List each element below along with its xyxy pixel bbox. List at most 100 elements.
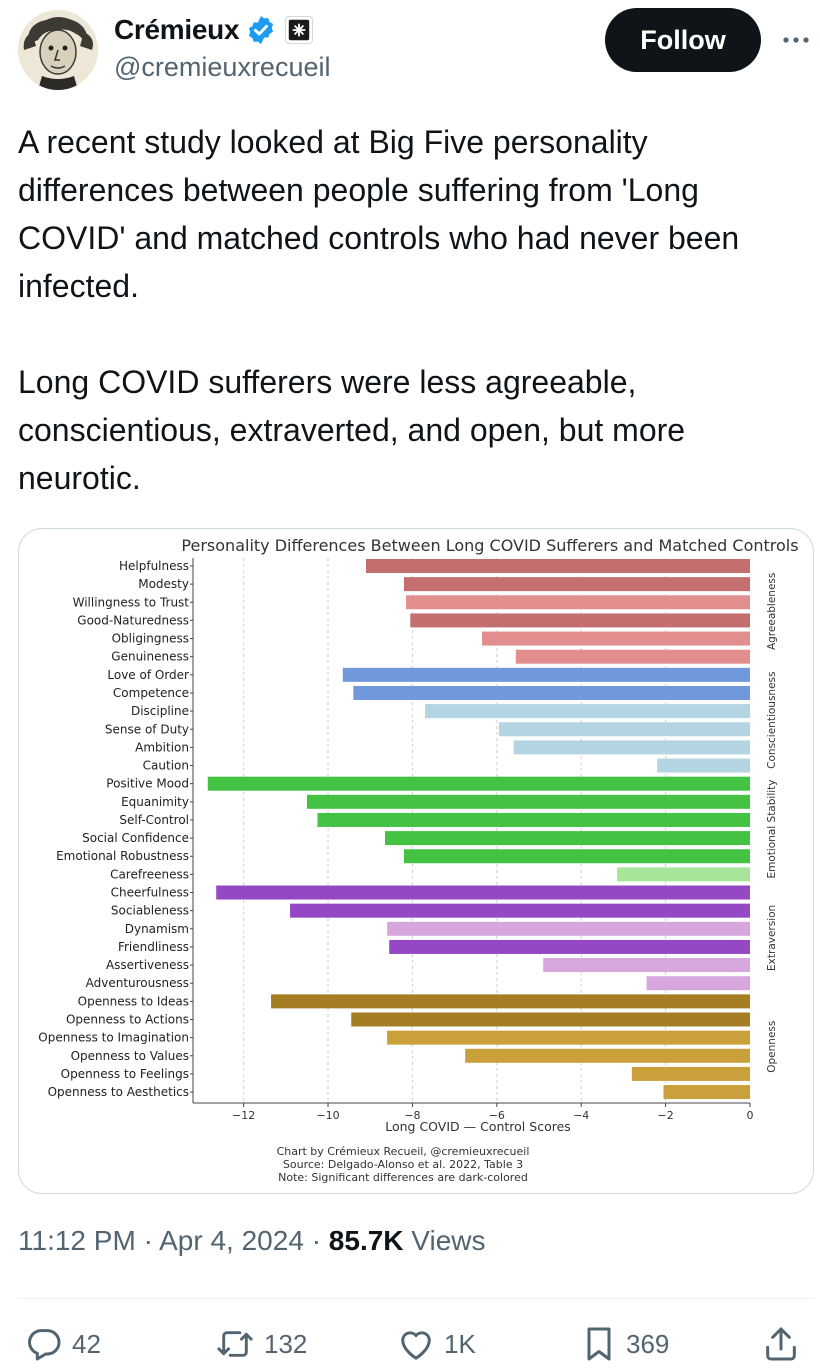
affiliation-badge-icon[interactable]	[285, 16, 314, 44]
y-tick-label: Self-Control	[119, 813, 189, 827]
y-tick-label: Cheerfulness	[111, 886, 189, 900]
chart-bar	[425, 704, 750, 719]
author-name-row[interactable]: Crémieux	[114, 12, 314, 48]
meta-separator: ·	[143, 1225, 160, 1256]
avatar-portrait-icon	[18, 10, 98, 90]
chart-bar	[207, 776, 751, 791]
y-tick-label: Ambition	[135, 740, 189, 754]
chart-bar	[387, 1030, 750, 1045]
chart-bar	[342, 667, 750, 682]
y-tick-label: Carefreeness	[110, 867, 189, 881]
author-handle[interactable]: @cremieuxrecueil	[114, 52, 331, 82]
tweet-meta: 11:12 PM · Apr 4, 2024 · 85.7K Views	[18, 1225, 485, 1257]
like-count: 1K	[444, 1328, 476, 1359]
y-tick-label: Openness to Feelings	[61, 1067, 189, 1081]
y-tick-label: Caution	[143, 759, 189, 773]
y-tick-label: Modesty	[138, 577, 189, 591]
x-tick-label: −2	[657, 1109, 673, 1122]
x-tick-label: −10	[316, 1109, 339, 1122]
tweet-date[interactable]: Apr 4, 2024	[159, 1225, 304, 1256]
heart-icon	[401, 1331, 431, 1360]
tweet-header: Crémieux @cremieuxrecueil Follow	[0, 0, 820, 100]
reply-count: 42	[72, 1328, 101, 1359]
share-icon	[766, 1327, 796, 1361]
bookmark-count: 369	[626, 1328, 670, 1359]
group-label: Emotional Stability	[766, 779, 778, 878]
chart-bar	[271, 994, 750, 1009]
y-tick-label: Competence	[113, 686, 189, 700]
chart-bar	[543, 958, 750, 973]
chart-bar	[351, 1012, 750, 1027]
tweet-paragraph: A recent study looked at Big Five person…	[18, 124, 740, 304]
chart-footnote: Source: Delgado-Alonso et al. 2022, Tabl…	[283, 1158, 523, 1171]
group-label: Extraversion	[766, 905, 778, 971]
y-tick-label: Genuineness	[111, 650, 189, 664]
y-tick-label: Obligingness	[112, 632, 189, 646]
chart-bar	[617, 867, 750, 882]
y-tick-label: Friendliness	[118, 940, 189, 954]
y-tick-label: Love of Order	[107, 668, 189, 682]
y-tick-label: Openness to Actions	[66, 1013, 189, 1027]
group-label: Openness	[766, 1021, 778, 1073]
bookmark-icon	[587, 1327, 611, 1361]
y-tick-label: Adventurousness	[86, 976, 189, 990]
share-button[interactable]	[762, 1320, 800, 1368]
action-bar: 42 132 1K 369	[0, 1320, 820, 1368]
y-tick-label: Helpfulness	[119, 559, 189, 573]
x-tick-label: −4	[573, 1109, 589, 1122]
chart-bar	[482, 631, 750, 646]
bookmark-button[interactable]: 369	[580, 1320, 669, 1368]
tweet-media-chart[interactable]: Personality Differences Between Long COV…	[18, 528, 814, 1194]
chart-bar	[513, 740, 750, 755]
chart-bar	[646, 976, 750, 991]
chart-bar	[389, 939, 750, 954]
chart-bar	[353, 685, 750, 700]
y-tick-label: Positive Mood	[106, 777, 189, 791]
divider	[18, 1298, 814, 1299]
y-tick-label: Willingness to Trust	[73, 595, 190, 609]
chart-bar	[366, 559, 750, 573]
chart-bar	[216, 885, 751, 900]
author-name[interactable]: Crémieux	[114, 14, 240, 45]
chart-bar	[387, 921, 750, 936]
x-axis-label: Long COVID — Control Scores	[385, 1119, 571, 1134]
chart-bar	[406, 595, 750, 610]
reply-icon	[28, 1329, 61, 1361]
y-tick-label: Openness to Imagination	[38, 1031, 189, 1045]
chart-bar	[657, 758, 750, 773]
more-options-icon[interactable]	[778, 26, 814, 54]
tweet-paragraph: Long COVID sufferers were less agreeable…	[18, 364, 686, 496]
views-count: 85.7K	[328, 1225, 404, 1256]
chart-bar	[663, 1085, 750, 1100]
chart-bar	[317, 812, 750, 827]
x-tick-label: −12	[232, 1109, 255, 1122]
reply-button[interactable]: 42	[24, 1320, 101, 1368]
chart-bar	[403, 849, 750, 864]
y-tick-label: Sense of Duty	[105, 722, 189, 736]
tweet-time[interactable]: 11:12 PM	[18, 1225, 136, 1256]
x-tick-label: −6	[489, 1109, 505, 1122]
verified-badge-icon	[249, 16, 274, 44]
follow-button[interactable]: Follow	[605, 8, 761, 72]
chart-title: Personality Differences Between Long COV…	[181, 536, 798, 555]
avatar[interactable]	[18, 10, 98, 90]
meta-separator: ·	[311, 1225, 329, 1256]
y-tick-label: Openness to Ideas	[78, 994, 189, 1008]
chart-bar	[498, 722, 750, 737]
chart-bar	[290, 903, 750, 918]
chart-bar	[306, 794, 750, 809]
y-tick-label: Discipline	[131, 704, 189, 718]
y-tick-label: Social Confidence	[82, 831, 189, 845]
y-tick-label: Assertiveness	[106, 958, 189, 972]
chart-bar	[515, 649, 750, 664]
y-tick-label: Dynamism	[125, 922, 189, 936]
x-tick-label: −8	[404, 1109, 420, 1122]
tweet-text: A recent study looked at Big Five person…	[18, 118, 808, 502]
repost-button[interactable]: 132	[214, 1320, 307, 1368]
like-button[interactable]: 1K	[396, 1320, 476, 1368]
y-tick-label: Equanimity	[121, 795, 189, 809]
chart-svg: Personality Differences Between Long COV…	[38, 536, 798, 1184]
chart-bar	[631, 1066, 750, 1081]
group-label: Agreeableness	[766, 573, 778, 650]
y-tick-label: Openness to Values	[71, 1049, 189, 1063]
